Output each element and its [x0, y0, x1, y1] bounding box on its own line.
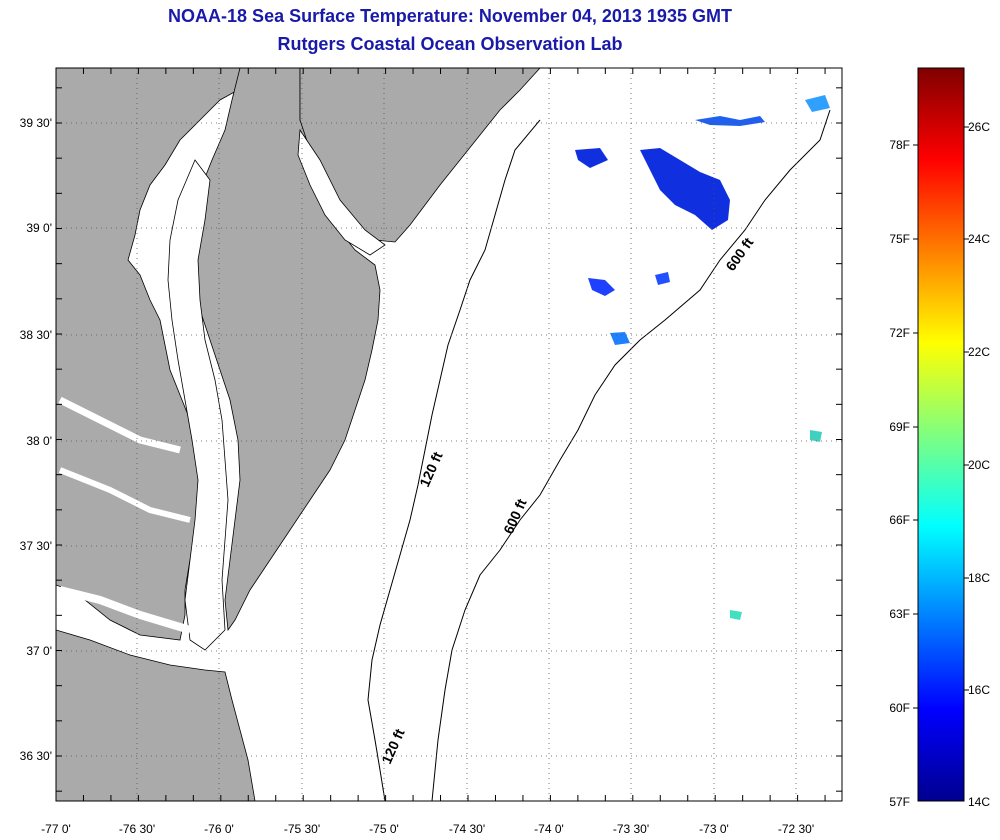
- x-tick-label: -72 30': [778, 822, 814, 836]
- colorbar-c-label: 26C: [968, 120, 990, 134]
- map-grid: [56, 68, 842, 801]
- colorbar-c-label: 22C: [968, 345, 990, 359]
- x-tick-label: -75 0': [369, 822, 399, 836]
- y-tick-label: 38 0': [26, 434, 52, 448]
- y-tick-label: 37 0': [26, 644, 52, 658]
- y-tick-label: 38 30': [20, 328, 52, 342]
- x-tick-label: -74 30': [449, 822, 485, 836]
- land-western-shore: [56, 68, 241, 641]
- land-southern: [56, 629, 256, 801]
- y-tick-label: 39 0': [26, 221, 52, 235]
- x-tick-label: -77 0': [41, 822, 71, 836]
- colorbar-c-label: 16C: [968, 683, 990, 697]
- x-tick-label: -73 30': [613, 822, 649, 836]
- colorbar-ticks: [913, 126, 969, 709]
- colorbar-f-label: 66F: [889, 513, 910, 527]
- y-axis-labels: 39 30' 39 0' 38 30' 38 0' 37 30' 37 0' 3…: [20, 116, 52, 763]
- river-james: [59, 586, 192, 634]
- map-ticks: [55, 68, 842, 801]
- river-potomac: [58, 396, 181, 454]
- colorbar-f-label: 75F: [889, 232, 910, 246]
- colorbar-c-label: 14C: [968, 795, 990, 809]
- y-tick-label: 37 30': [20, 539, 52, 553]
- y-tick-label: 36 30': [20, 749, 52, 763]
- colorbar-f-label: 69F: [889, 420, 910, 434]
- map-title: NOAA-18 Sea Surface Temperature: Novembe…: [168, 6, 732, 26]
- x-tick-label: -75 30': [284, 822, 320, 836]
- colorbar-f-label: 57F: [889, 795, 910, 809]
- contour-600ft: [431, 109, 831, 801]
- colorbar-f-labels: 78F 75F 72F 69F 66F 63F 60F 57F: [889, 138, 910, 809]
- colorbar-c-label: 20C: [968, 458, 990, 472]
- colorbar-c-label: 18C: [968, 571, 990, 585]
- x-tick-label: -74 0': [534, 822, 564, 836]
- colorbar: [917, 67, 965, 802]
- x-tick-label: -76 0': [204, 822, 234, 836]
- colorbar-f-label: 78F: [889, 138, 910, 152]
- colorbar-f-label: 72F: [889, 326, 910, 340]
- colorbar-f-label: 63F: [889, 607, 910, 621]
- colorbar-c-labels: 26C 24C 22C 20C 18C 16C 14C: [968, 120, 990, 809]
- chesapeake-bay: [167, 159, 229, 651]
- river-rappahannock: [58, 467, 191, 523]
- contour-120ft: [367, 119, 541, 801]
- delaware-bay: [297, 128, 386, 256]
- x-axis-labels: -77 0' -76 30' -76 0' -75 30' -75 0' -74…: [41, 822, 814, 836]
- colorbar-c-label: 24C: [968, 232, 990, 246]
- x-tick-label: -73 0': [699, 822, 729, 836]
- map-frame: [55, 67, 843, 802]
- y-tick-label: 39 30': [20, 116, 52, 130]
- x-tick-label: -76 30': [119, 822, 155, 836]
- colorbar-f-label: 60F: [889, 701, 910, 715]
- sst-pixels: [575, 95, 830, 620]
- map-subtitle: Rutgers Coastal Ocean Observation Lab: [277, 34, 623, 54]
